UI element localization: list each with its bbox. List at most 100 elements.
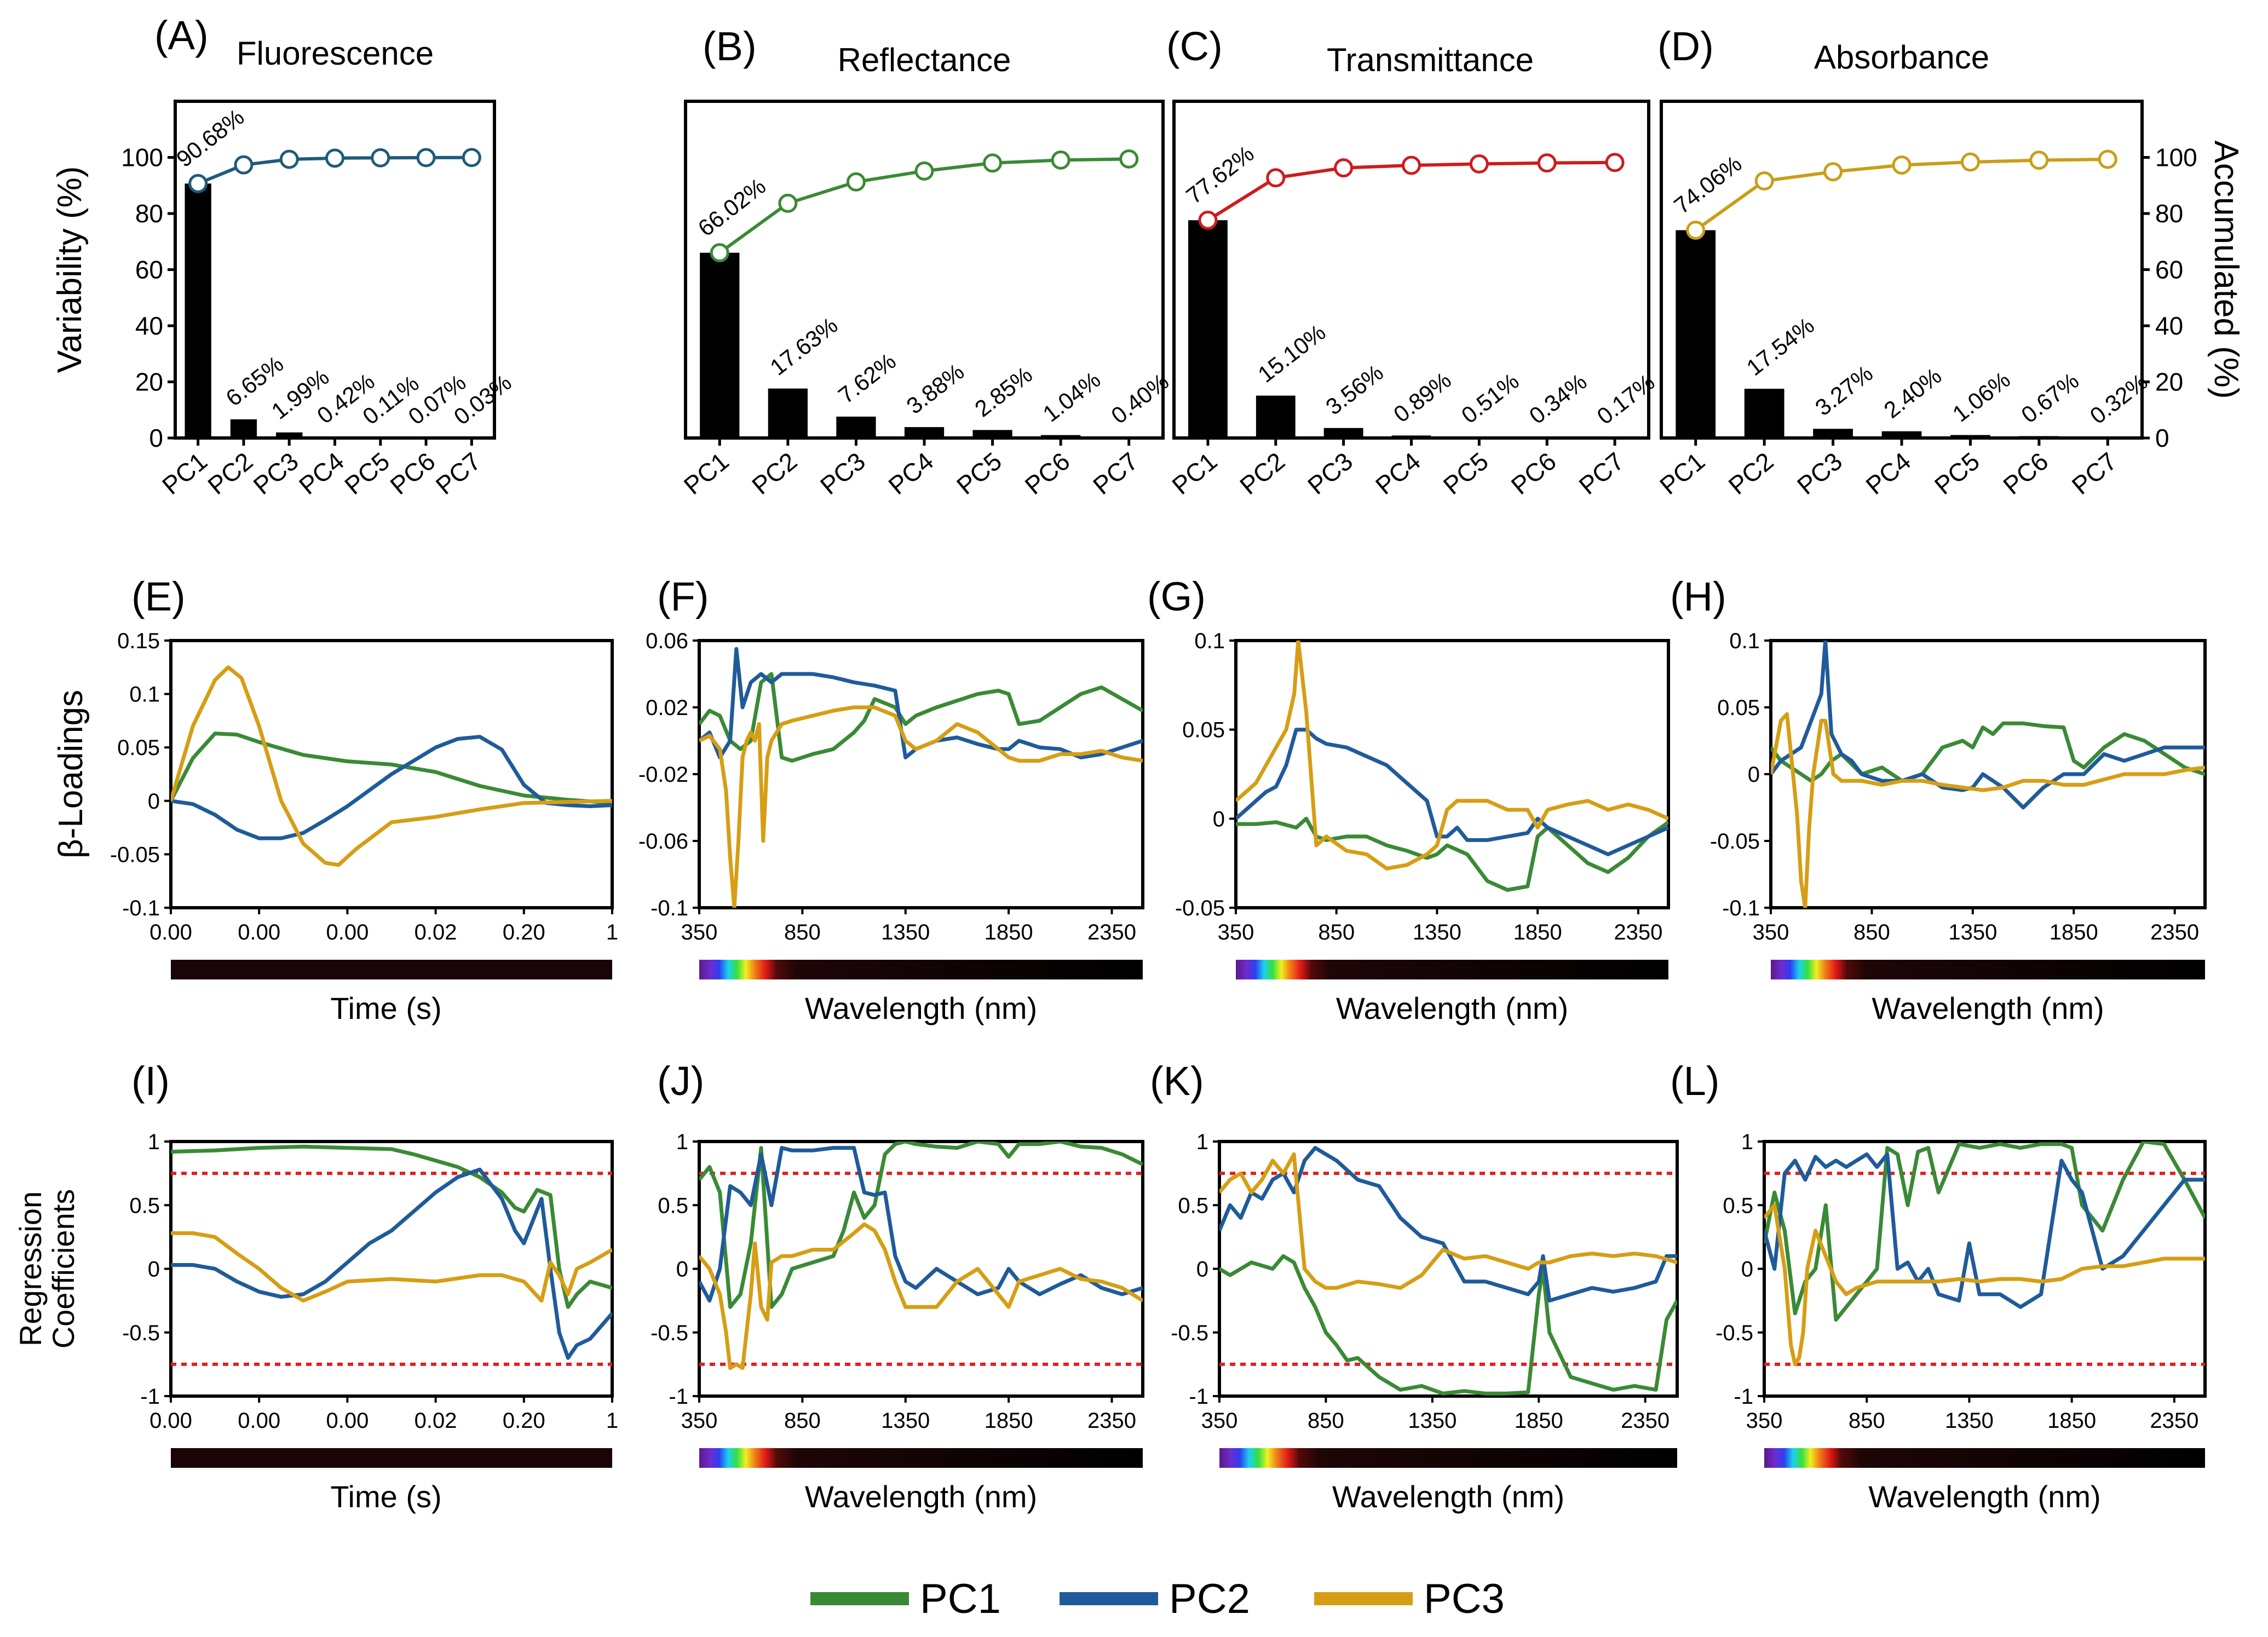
xtick-L-4: 2350 bbox=[2150, 1409, 2198, 1433]
ytick-H-0: 0.1 bbox=[1729, 629, 1760, 653]
xtick-H-0: 350 bbox=[1753, 920, 1789, 944]
xtick-D-PC1: PC1 bbox=[1654, 447, 1710, 500]
xtick-G-3: 1850 bbox=[1513, 920, 1562, 944]
accumulated-point-C-5 bbox=[1469, 154, 1489, 174]
xtick-A-PC6: PC6 bbox=[385, 447, 441, 500]
xtick-C-PC4: PC4 bbox=[1370, 447, 1426, 500]
accumulated-point-A-4 bbox=[325, 148, 344, 168]
ytick-K-2: 0 bbox=[1196, 1258, 1208, 1282]
ytick-E-2: 0.05 bbox=[117, 736, 160, 760]
panel-G-letter: (G) bbox=[1147, 574, 1206, 619]
xtick-I-4: 0.20 bbox=[503, 1409, 545, 1433]
accumulated-point-D-3 bbox=[1823, 162, 1843, 182]
bar-label-C-3: 3.56% bbox=[1321, 359, 1388, 419]
panel-K-letter: (K) bbox=[1150, 1058, 1204, 1104]
accumulated-point-A-5 bbox=[371, 148, 390, 168]
xtick-F-0: 350 bbox=[681, 920, 718, 944]
panel-C-letter: (C) bbox=[1166, 24, 1223, 69]
xtick-A-PC1: PC1 bbox=[157, 447, 212, 500]
xtick-L-3: 1850 bbox=[2047, 1409, 2096, 1433]
accumulated-point-C-3 bbox=[1334, 158, 1354, 178]
ytick-F-2: -0.02 bbox=[638, 763, 688, 787]
panel-H-letter: (H) bbox=[1670, 574, 1726, 619]
xlabel-E: Time (s) bbox=[330, 991, 441, 1025]
xtick-H-4: 2350 bbox=[2150, 920, 2199, 944]
bar-label-C-2: 15.10% bbox=[1253, 319, 1330, 388]
accumulated-point-A-3 bbox=[279, 149, 299, 169]
ytick-G-1: 0.05 bbox=[1182, 718, 1225, 742]
bar-label-C-5: 0.51% bbox=[1457, 368, 1524, 428]
bar-C-PC4 bbox=[1391, 435, 1431, 438]
accumulated-point-B-5 bbox=[983, 153, 1003, 173]
accumulated-point-C-1 bbox=[1198, 210, 1218, 230]
panel-I-letter: (I) bbox=[131, 1058, 170, 1104]
xtick-D-PC5: PC5 bbox=[1929, 447, 1985, 500]
bar-label-C-4: 0.89% bbox=[1389, 367, 1456, 427]
series-H-PC1 bbox=[1771, 721, 2205, 783]
xtick-I-1: 0.00 bbox=[238, 1409, 280, 1433]
bar-D-PC5 bbox=[1950, 435, 1990, 438]
series-L-PC2 bbox=[1764, 1152, 2205, 1309]
series-K-PC2 bbox=[1219, 1146, 1677, 1303]
spectrum-colorbar-J bbox=[699, 1448, 1143, 1468]
xtick-B-PC5: PC5 bbox=[951, 447, 1007, 500]
bar-B-PC6 bbox=[1041, 435, 1081, 438]
ytick-E-1: 0.1 bbox=[129, 683, 160, 707]
bar-label-C-1: 77.62% bbox=[1182, 141, 1259, 209]
ytick-I-1: 0.5 bbox=[129, 1194, 160, 1218]
accumulated-point-B-7 bbox=[1119, 149, 1139, 169]
ytick-H-4: -0.1 bbox=[1722, 896, 1760, 920]
time-colorbar-E bbox=[171, 960, 612, 979]
xtick-B-PC2: PC2 bbox=[746, 447, 802, 500]
bar-label-D-1: 74.06% bbox=[1669, 151, 1746, 219]
ytick-F-1: 0.02 bbox=[646, 696, 688, 720]
xtick-A-PC2: PC2 bbox=[202, 447, 258, 500]
xtick-G-1: 850 bbox=[1318, 920, 1355, 944]
bar-B-PC5 bbox=[972, 430, 1012, 438]
accumulated-point-C-4 bbox=[1402, 155, 1421, 175]
panel-E-frame bbox=[169, 639, 614, 909]
series-H-PC2 bbox=[1771, 641, 2205, 810]
xtick-J-3: 1850 bbox=[985, 1409, 1033, 1433]
accumulated-point-D-4 bbox=[1892, 155, 1912, 175]
xtick-D-PC3: PC3 bbox=[1792, 447, 1847, 500]
ytick-G-2: 0 bbox=[1213, 807, 1225, 831]
ytick-I-3: -0.5 bbox=[122, 1321, 160, 1345]
series-F-PC3 bbox=[699, 705, 1143, 908]
spectrum-colorbar-L bbox=[1764, 1448, 2205, 1468]
ylabel-variability: Variability (%) bbox=[51, 166, 89, 373]
panel-D-title: Absorbance bbox=[1814, 39, 1989, 76]
xtick-L-0: 350 bbox=[1746, 1409, 1783, 1433]
panel-B-letter: (B) bbox=[703, 24, 757, 69]
accumulated-point-D-5 bbox=[1960, 152, 1980, 172]
bar-label-B-1: 66.02% bbox=[693, 173, 770, 241]
panel-B-title: Reflectance bbox=[838, 42, 1011, 78]
ytick-K-1: 0.5 bbox=[1178, 1194, 1208, 1218]
ytick-E-3: 0 bbox=[148, 789, 160, 814]
bar-A-PC3 bbox=[276, 432, 303, 438]
xtick-B-PC7: PC7 bbox=[1087, 447, 1143, 500]
accumulated-point-A-1 bbox=[188, 174, 208, 193]
xtick-G-4: 2350 bbox=[1614, 920, 1662, 944]
series-E-PC1 bbox=[171, 731, 612, 805]
bar-C-PC6 bbox=[1527, 437, 1567, 439]
xtick-A-PC5: PC5 bbox=[339, 447, 395, 500]
bar-D-PC6 bbox=[2019, 436, 2059, 438]
spectrum-colorbar-K bbox=[1219, 1448, 1677, 1468]
ytick-J-0: 1 bbox=[676, 1130, 688, 1154]
series-F-PC1 bbox=[699, 672, 1143, 763]
series-K-PC3 bbox=[1219, 1152, 1677, 1290]
ytick-K-4: -1 bbox=[1189, 1385, 1208, 1409]
ytick-A-100: 100 bbox=[121, 143, 163, 172]
xtick-K-3: 1850 bbox=[1515, 1409, 1563, 1433]
xtick-E-4: 0.20 bbox=[503, 920, 545, 944]
bar-A-PC4 bbox=[321, 436, 348, 438]
xlabel-H: Wavelength (nm) bbox=[1872, 991, 2104, 1025]
ytick-E-5: -0.1 bbox=[122, 896, 160, 920]
bar-D-PC3 bbox=[1813, 429, 1853, 438]
series-K-PC1 bbox=[1219, 1254, 1677, 1396]
xtick-C-PC3: PC3 bbox=[1302, 447, 1358, 500]
accumulated-point-C-2 bbox=[1266, 168, 1286, 188]
xtick-F-1: 850 bbox=[784, 920, 821, 944]
